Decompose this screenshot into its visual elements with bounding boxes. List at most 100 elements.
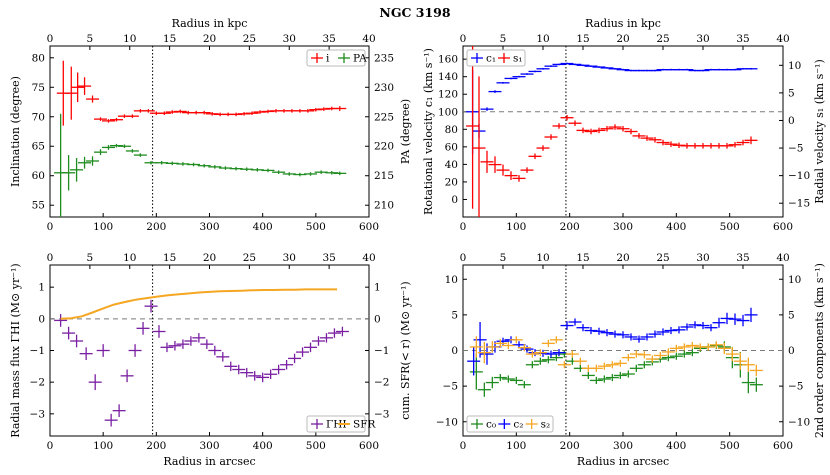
data-point-c₀	[597, 375, 611, 383]
data-point-c₂	[712, 317, 726, 328]
right-y-tick-label: −10	[788, 416, 810, 428]
data-point-c₀	[677, 350, 691, 358]
x-tick-label: 200	[146, 440, 166, 452]
legend-swatch-ΓHI	[311, 419, 323, 429]
x-tick-label: 300	[613, 440, 633, 452]
data-point-ΓHI	[136, 322, 150, 335]
legend-label-c₂: c₂	[513, 419, 523, 431]
data-point-s₁	[640, 135, 654, 141]
data-point-c₁	[744, 67, 758, 70]
y-tick-label: 80	[445, 124, 458, 136]
data-point-s₂	[677, 343, 691, 351]
data-point-c₂	[736, 314, 750, 327]
y-axis-label: Inclination (degree)	[9, 76, 22, 187]
legend-frame	[306, 49, 366, 67]
y-tick-label: 70	[32, 111, 45, 123]
legend-swatch-PA	[338, 53, 350, 63]
y-tick-label: 160	[438, 54, 458, 66]
right-y-tick-label: −5	[788, 381, 803, 393]
x-tick-label: 0	[460, 440, 467, 452]
data-point-c₂	[720, 312, 734, 325]
data-point-ΓHI	[70, 334, 84, 348]
top-tick-label: 20	[616, 33, 629, 45]
data-point-ΓHI	[192, 333, 206, 343]
data-point-c₁	[544, 65, 558, 68]
right-y-tick-label: 220	[374, 141, 394, 153]
data-point-c₁	[520, 73, 534, 75]
legend-swatch-c₂	[498, 419, 511, 429]
right-y-tick-label: 5	[788, 87, 795, 99]
data-point-c₀	[549, 354, 563, 362]
data-point-ΓHI	[160, 342, 174, 353]
data-point-c₁	[560, 62, 574, 65]
x-tick-label: 500	[720, 221, 740, 233]
data-point-c₂	[600, 329, 614, 337]
data-point-PA	[261, 168, 275, 173]
right-y-tick-label: −5	[788, 143, 803, 155]
data-point-c₂	[632, 335, 646, 343]
data-point-s₂	[525, 350, 539, 358]
data-point-c₀	[685, 349, 699, 357]
data-point-ΓHI	[176, 339, 190, 349]
data-point-ΓHI	[88, 374, 102, 391]
data-point-PA	[101, 145, 115, 150]
legend-swatch-i	[311, 53, 323, 63]
top-tick-label: 25	[656, 33, 669, 45]
data-point-c₀	[637, 361, 651, 369]
data-point-s₂	[573, 357, 587, 365]
data-point-s₂	[709, 341, 723, 349]
data-point-s₂	[477, 341, 491, 364]
y-tick-label: −10	[436, 416, 458, 428]
legend-swatch-s₂	[525, 419, 538, 429]
data-point-c₂	[624, 333, 638, 341]
data-point-ΓHI	[248, 371, 262, 381]
data-point-i	[141, 109, 155, 113]
data-point-i	[64, 66, 78, 120]
data-point-s₁	[488, 156, 502, 173]
data-point-ΓHI	[79, 347, 93, 360]
data-point-c₀	[533, 357, 547, 365]
legend-frame	[306, 415, 366, 433]
data-point-s₂	[493, 339, 507, 348]
y-tick-label: 0	[38, 313, 45, 325]
right-y-tick-label: −15	[788, 198, 810, 210]
data-point-c₂	[552, 349, 566, 357]
legend-swatch-c₀	[471, 419, 483, 429]
x-tick-label: 500	[720, 440, 740, 452]
data-point-ΓHI	[144, 299, 158, 313]
data-point-i	[71, 72, 85, 103]
data-point-c₂	[616, 331, 630, 339]
data-point-c₂	[744, 307, 758, 322]
legend-label-SFR: SFR	[353, 419, 376, 431]
x-tick-label: 0	[460, 221, 467, 233]
data-point-s₂	[605, 361, 619, 369]
top-tick-label: 5	[500, 252, 507, 264]
series-group	[467, 307, 763, 397]
y-tick-label: 100	[438, 106, 458, 118]
data-point-c₁	[616, 68, 630, 71]
data-point-c₁	[528, 70, 542, 73]
data-point-c₀	[541, 356, 555, 364]
data-point-c₁	[480, 107, 494, 111]
right-y-tick-label: 10	[788, 60, 801, 72]
data-point-ΓHI	[200, 339, 214, 349]
top-tick-label: 10	[536, 33, 549, 45]
right-y-tick-label: 0	[374, 313, 381, 325]
top-tick-label: 35	[736, 33, 749, 45]
data-point-s₂	[549, 336, 563, 344]
data-point-c₀	[501, 375, 515, 383]
data-point-c₀	[469, 354, 483, 390]
data-point-c₁	[512, 75, 526, 78]
legend-label-c₀: c₀	[486, 419, 496, 431]
data-point-ΓHI	[319, 333, 333, 343]
right-y-tick-label: 225	[374, 111, 394, 123]
data-point-c₀	[581, 371, 595, 379]
top-tick-label: 5	[87, 252, 94, 264]
legend-label-s₁: s₁	[513, 53, 523, 65]
top-axis-label: Radius in kpc	[585, 17, 661, 30]
data-point-s₁	[512, 175, 526, 182]
data-point-ΓHI	[264, 369, 278, 379]
y-tick-label: 10	[445, 274, 458, 286]
